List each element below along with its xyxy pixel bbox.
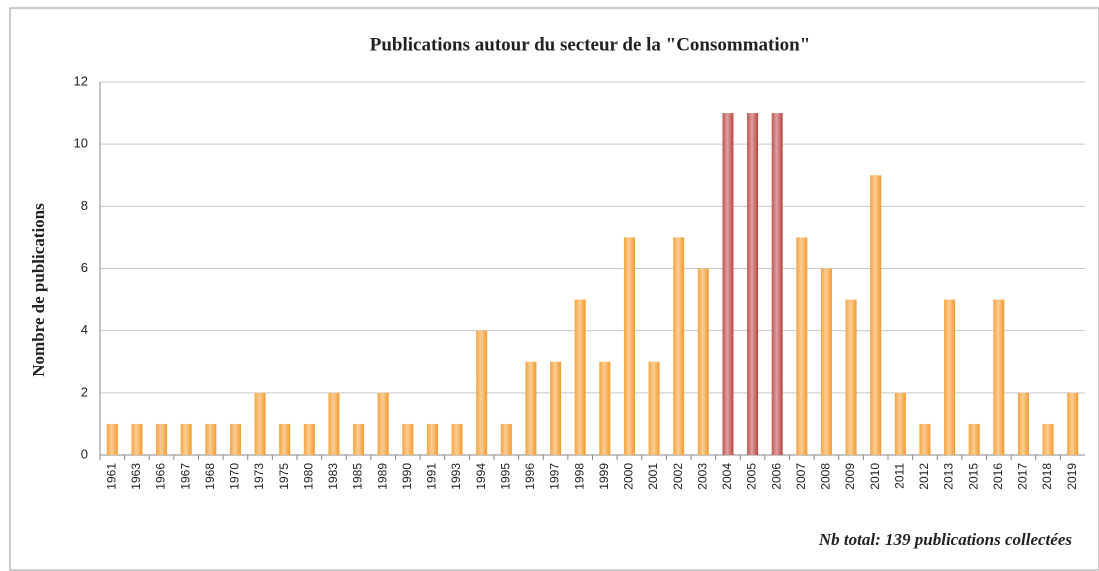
x-tick-label: 2007 — [794, 463, 808, 490]
y-tick-label: 12 — [74, 73, 88, 88]
x-tick-label: 2000 — [622, 463, 636, 490]
bar — [747, 113, 759, 455]
x-tick-label: 1968 — [203, 463, 217, 490]
bar — [500, 423, 512, 455]
bar — [673, 237, 685, 455]
bar — [944, 299, 956, 455]
y-axis-label: Nombre de publications — [29, 203, 48, 377]
bar — [771, 113, 783, 455]
x-tick-label: 2002 — [671, 463, 685, 490]
bar — [820, 268, 832, 455]
x-tick-label: 1970 — [228, 463, 242, 490]
bar — [131, 423, 143, 455]
bar — [919, 423, 931, 455]
x-tick-label: 2006 — [769, 463, 783, 490]
x-tick-label: 2016 — [991, 463, 1005, 490]
x-tick-label: 1963 — [129, 463, 143, 490]
bar — [1067, 392, 1079, 455]
x-tick-label: 1980 — [301, 463, 315, 490]
bar — [894, 392, 906, 455]
x-tick-label: 2012 — [917, 463, 931, 490]
x-tick-label: 2003 — [695, 463, 709, 490]
y-tick-label: 10 — [74, 136, 88, 151]
bar — [377, 392, 389, 455]
bar — [106, 423, 118, 455]
bar — [451, 423, 463, 455]
x-tick-label: 1973 — [252, 463, 266, 490]
x-tick-label: 1983 — [326, 463, 340, 490]
x-tick-label: 2001 — [646, 463, 660, 490]
bar — [426, 423, 438, 455]
bar — [796, 237, 808, 455]
bar — [870, 175, 882, 455]
x-tick-label: 2018 — [1040, 463, 1054, 490]
bar — [476, 330, 488, 455]
bar — [402, 423, 414, 455]
x-tick-label: 1998 — [572, 463, 586, 490]
bar — [229, 423, 241, 455]
bar — [156, 423, 168, 455]
x-tick-label: 2005 — [745, 463, 759, 490]
y-tick-label: 0 — [81, 446, 88, 461]
x-tick-label: 1975 — [277, 463, 291, 490]
annotation: Nb total: 139 publications collectées — [818, 530, 1072, 549]
bar — [279, 423, 291, 455]
x-tick-label: 1991 — [425, 463, 439, 490]
bar — [525, 361, 537, 455]
bar — [722, 113, 734, 455]
bar — [550, 361, 562, 455]
x-tick-label: 2009 — [843, 463, 857, 490]
x-tick-label: 1995 — [498, 463, 512, 490]
x-tick-label: 1994 — [474, 463, 488, 490]
y-tick-label: 6 — [81, 260, 88, 275]
bar — [254, 392, 266, 455]
x-tick-label: 2004 — [720, 463, 734, 490]
bar — [623, 237, 635, 455]
bar — [205, 423, 217, 455]
bar — [574, 299, 586, 455]
bar — [353, 423, 365, 455]
x-tick-label: 1966 — [154, 463, 168, 490]
x-tick-label: 2013 — [942, 463, 956, 490]
x-tick-label: 2008 — [819, 463, 833, 490]
bar — [1042, 423, 1054, 455]
bar — [697, 268, 709, 455]
bar — [599, 361, 611, 455]
bar — [180, 423, 192, 455]
bar — [968, 423, 980, 455]
x-tick-label: 1993 — [449, 463, 463, 490]
y-tick-label: 4 — [81, 322, 88, 337]
bar — [1017, 392, 1029, 455]
bar — [303, 423, 315, 455]
x-tick-label: 1990 — [400, 463, 414, 490]
x-tick-label: 1989 — [375, 463, 389, 490]
x-tick-label: 1997 — [548, 463, 562, 490]
x-tick-label: 2019 — [1065, 463, 1079, 490]
x-tick-label: 1985 — [351, 463, 365, 490]
bar — [648, 361, 660, 455]
y-tick-label: 2 — [81, 384, 88, 399]
x-tick-label: 2015 — [966, 463, 980, 490]
x-tick-label: 1961 — [104, 463, 118, 490]
bar — [845, 299, 857, 455]
x-tick-label: 2011 — [892, 463, 906, 489]
x-tick-label: 2017 — [1016, 463, 1030, 490]
x-tick-label: 2010 — [868, 463, 882, 490]
frame — [9, 7, 1099, 571]
x-tick-label: 1996 — [523, 463, 537, 490]
bar — [328, 392, 340, 455]
x-tick-label: 1999 — [597, 463, 611, 490]
bar — [993, 299, 1005, 455]
y-tick-label: 8 — [81, 198, 88, 213]
chart-title: Publications autour du secteur de la "Co… — [370, 34, 811, 55]
x-tick-label: 1967 — [178, 463, 192, 490]
